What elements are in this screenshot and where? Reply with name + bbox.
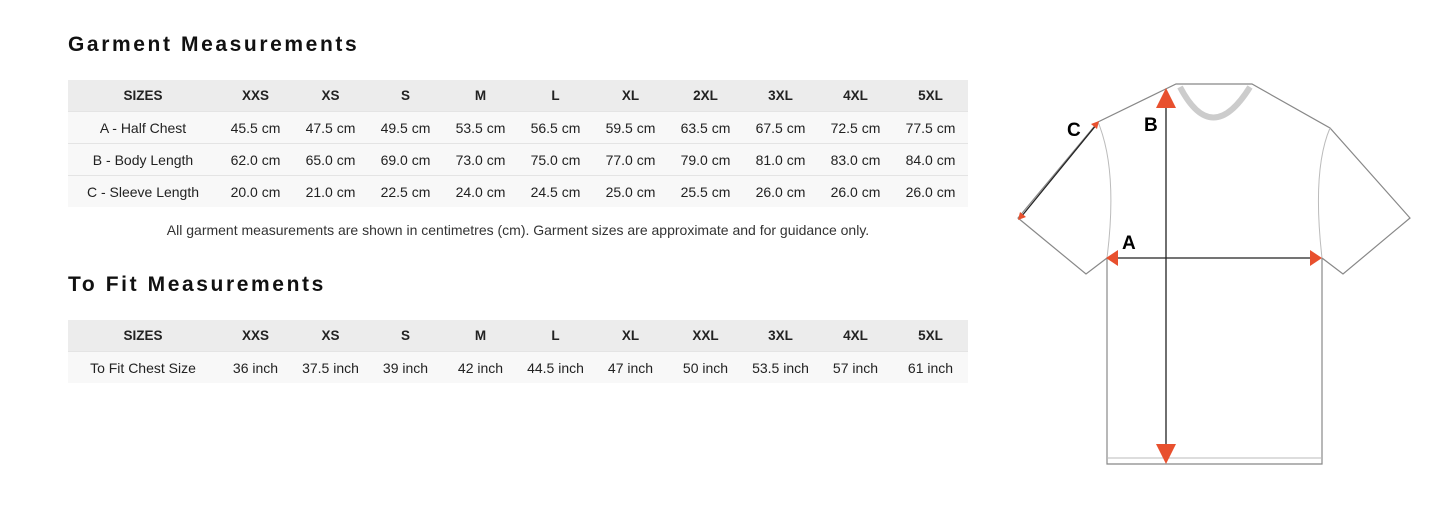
column-header: S [368,80,443,112]
column-header: M [443,80,518,112]
table-cell: 49.5 cm [368,111,443,144]
column-header: L [518,80,593,112]
table-cell: 73.0 cm [443,143,518,176]
column-header: 3XL [743,80,818,112]
header-row: SIZES XXS XS S M L XL 2XL 3XL 4XL 5XL [68,80,968,112]
table-cell: 25.0 cm [593,175,668,207]
arrow-b-top-icon [1156,88,1176,108]
table-cell: 81.0 cm [743,143,818,176]
fit-table: SIZES XXS XS S M L XL XXL 3XL 4XL 5XL To Fit Chest … [68,320,968,383]
table-cell: 26.0 cm [818,175,893,207]
table-cell: 84.0 cm [893,143,968,176]
table-cell: 36 inch [218,351,293,383]
table-cell: 44.5 inch [518,351,593,383]
table-cell: 77.0 cm [593,143,668,176]
column-header: XS [293,80,368,112]
column-header: S [368,320,443,352]
table-cell: 75.0 cm [518,143,593,176]
header-row: SIZES XXS XS S M L XL XXL 3XL 4XL 5XL [68,320,968,352]
table-cell: 24.5 cm [518,175,593,207]
table-cell: 24.0 cm [443,175,518,207]
table-cell: 62.0 cm [218,143,293,176]
garment-table: SIZES XXS XS S M L XL 2XL 3XL 4XL 5XL A - Half Ches… [68,80,968,207]
arrow-a-left-icon [1106,250,1118,266]
table-cell: 22.5 cm [368,175,443,207]
table-cell: 67.5 cm [743,111,818,144]
label-a: A [1122,233,1136,254]
table-cell: 83.0 cm [818,143,893,176]
table-cell: 25.5 cm [668,175,743,207]
column-header: XL [593,320,668,352]
column-header: 2XL [668,80,743,112]
tshirt-outline [1017,83,1411,465]
tshirt-collar [1177,85,1253,121]
arrow-c-top-icon [1091,121,1099,129]
row-label: To Fit Chest Size [68,351,218,383]
table-cell: 21.0 cm [293,175,368,207]
measure-lines [1020,92,1318,458]
table-cell: 45.5 cm [218,111,293,144]
column-header: XL [593,80,668,112]
table-cell: 59.5 cm [593,111,668,144]
column-header: XXS [218,80,293,112]
table-cell: 53.5 cm [443,111,518,144]
row-label: C - Sleeve Length [68,175,218,207]
column-header: SIZES [68,80,218,112]
table-cell: 57 inch [818,351,893,383]
column-header: L [518,320,593,352]
column-header: 5XL [893,80,968,112]
table-row: B - Body Length 62.0 cm 65.0 cm 69.0 cm 73.0… [68,143,968,176]
column-header: 4XL [818,80,893,112]
table-cell: 47.5 cm [293,111,368,144]
column-header: 4XL [818,320,893,352]
fit-title: To Fit Measurements [68,273,326,296]
label-b: B [1144,115,1158,136]
table-cell: 56.5 cm [518,111,593,144]
arrow-c-bottom-icon [1018,212,1026,220]
table-cell: 72.5 cm [818,111,893,144]
table-row: A - Half Chest 45.5 cm 47.5 cm 49.5 cm 53.5 … [68,111,968,144]
column-header: SIZES [68,320,218,352]
table-cell: 63.5 cm [668,111,743,144]
table-cell: 37.5 inch [293,351,368,383]
column-header: XXS [218,320,293,352]
table-cell: 50 inch [668,351,743,383]
table-cell: 26.0 cm [743,175,818,207]
table-cell: 69.0 cm [368,143,443,176]
table-cell: 47 inch [593,351,668,383]
table-cell: 20.0 cm [218,175,293,207]
table-cell: 39 inch [368,351,443,383]
column-header: XXL [668,320,743,352]
garment-title: Garment Measurements [68,33,360,56]
table-row: To Fit Chest Size 36 inch 37.5 inch 39 inch… [68,351,968,383]
table-cell: 77.5 cm [893,111,968,144]
row-label: A - Half Chest [68,111,218,144]
table-cell: 65.0 cm [293,143,368,176]
arrow-a-right-icon [1310,250,1322,266]
table-cell: 53.5 inch [743,351,818,383]
arrowheads [1018,88,1322,464]
garment-note: All garment measurements are shown in ce… [166,222,870,238]
table-cell: 42 inch [443,351,518,383]
column-header: 5XL [893,320,968,352]
arrow-b-bottom-icon [1156,444,1176,464]
column-header: 3XL [743,320,818,352]
table-cell: 26.0 cm [893,175,968,207]
table-cell: 61 inch [893,351,968,383]
label-c: C [1067,120,1081,141]
row-label: B - Body Length [68,143,218,176]
table-cell: 79.0 cm [668,143,743,176]
column-header: M [443,320,518,352]
table-row: C - Sleeve Length 20.0 cm 21.0 cm 22.5 cm 24… [68,175,968,207]
column-header: XS [293,320,368,352]
